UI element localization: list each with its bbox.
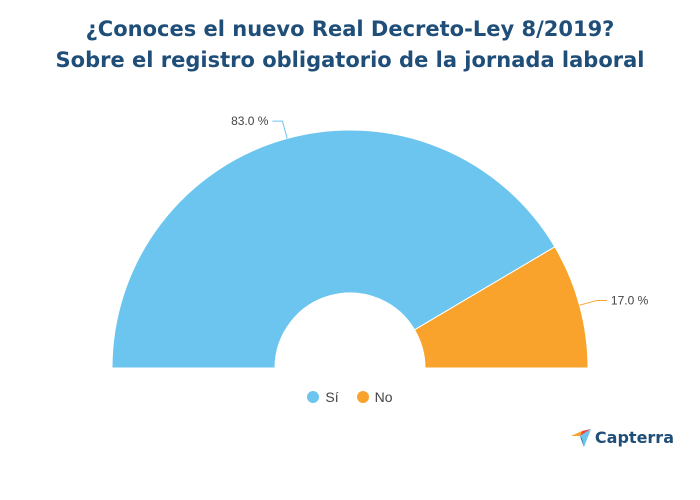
legend-item-si[interactable]: Sí (307, 389, 339, 405)
slice-no[interactable] (413, 246, 589, 369)
slices-group (111, 129, 589, 369)
capterra-logo: Capterra (570, 428, 674, 447)
data-label-no: 17.0 % (611, 293, 649, 307)
capterra-wordmark: Capterra (594, 428, 674, 447)
data-label-si: 83.0 % (231, 114, 269, 128)
labels-group: 83.0 % 17.0 % (231, 114, 649, 307)
title-line-2: Sobre el registro obligatorio de la jorn… (55, 48, 645, 72)
chart-title: ¿Conoces el nuevo Real Decreto-Ley 8/201… (0, 14, 700, 76)
connector-si (272, 120, 288, 139)
legend-label-no: No (374, 389, 393, 405)
legend-dot-no (356, 391, 369, 403)
legend-item-no[interactable]: No (356, 389, 393, 405)
title-line-1: ¿Conoces el nuevo Real Decreto-Ley 8/201… (85, 17, 615, 41)
connector-no (579, 299, 607, 306)
connectors-group (272, 120, 607, 306)
legend: Sí No (0, 389, 700, 405)
capterra-logo-icon (570, 428, 591, 447)
legend-label-si: Sí (325, 389, 339, 405)
slice-si[interactable] (111, 129, 556, 369)
legend-dot-si (307, 391, 320, 403)
